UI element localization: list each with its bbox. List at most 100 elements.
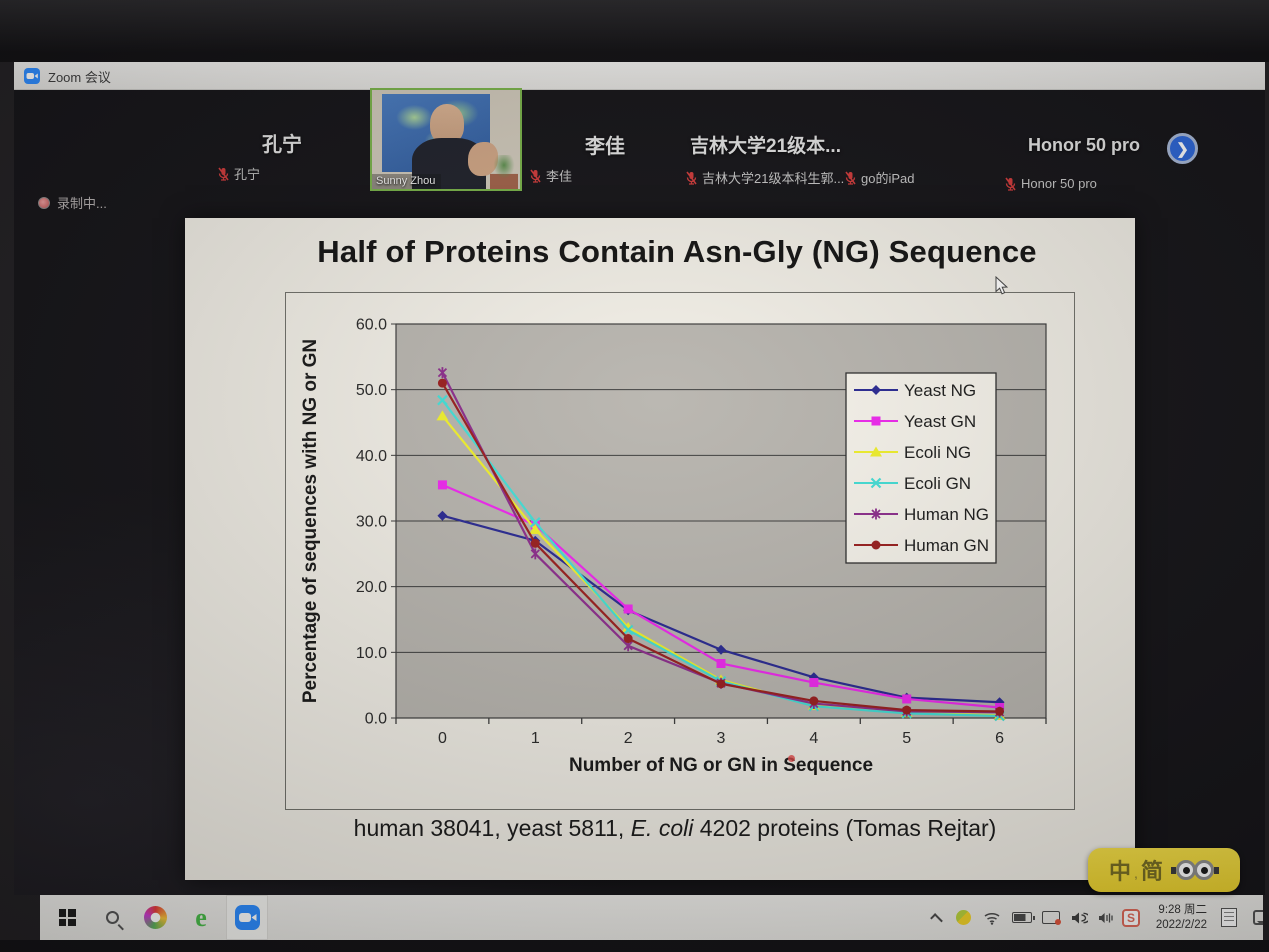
y-axis-title: Percentage of sequences with NG or GN [300, 339, 321, 703]
muted-participant[interactable]: Honor 50 pro [1005, 176, 1097, 191]
laser-pointer-dot [788, 755, 795, 762]
sogou-ime-bar[interactable]: 中 , 简 [1088, 848, 1240, 892]
search-icon [105, 911, 119, 924]
taskbar-search-button[interactable] [95, 895, 129, 940]
x-tick-label: 5 [902, 730, 911, 747]
muted-mic-icon [530, 169, 541, 183]
legend-label: Yeast NG [904, 381, 976, 400]
antivirus-icon [955, 910, 971, 925]
x-tick-label: 2 [624, 730, 633, 747]
muted-participant-label: 孔宁 [234, 167, 261, 182]
window-title: Zoom 会议 [48, 69, 111, 85]
muted-participant[interactable]: 吉林大学21级本科生郭... [686, 168, 844, 187]
chevron-right-icon: ❯ [1176, 140, 1189, 158]
screen-bezel-top [0, 0, 1269, 62]
tray-projector[interactable] [1038, 895, 1064, 940]
muted-participant[interactable]: 孔宁 [218, 164, 260, 183]
volume-mixer-icon [1098, 912, 1113, 923]
muted-participant-label: 吉林大学21级本科生郭... [702, 171, 845, 186]
tray-network[interactable] [980, 895, 1004, 940]
legend-label: Ecoli NG [904, 443, 971, 462]
recording-label: 录制中... [57, 196, 107, 211]
muted-mic-icon [845, 171, 856, 185]
ime-simplified-button[interactable]: 简 [1140, 859, 1163, 884]
screen-bezel-bottom [0, 940, 1269, 952]
zoom-app-icon [24, 68, 40, 84]
plant-decor [490, 155, 518, 189]
notification-icon [1253, 910, 1263, 925]
goggle-strap [1213, 866, 1219, 874]
windows-logo-icon [58, 909, 76, 926]
tray-sogou[interactable]: S [1118, 895, 1144, 940]
tray-antivirus[interactable] [952, 895, 974, 940]
ime-punctuation-label[interactable]: , [1134, 865, 1138, 881]
recording-indicator: 录制中... [38, 193, 107, 212]
slide-title: Half of Proteins Contain Asn-Gly (NG) Se… [317, 234, 1037, 269]
taskbar-zoom-button[interactable] [226, 895, 268, 940]
taskbar-browser-button[interactable] [136, 895, 174, 940]
next-participants-button[interactable]: ❯ [1167, 133, 1198, 164]
muted-mic-icon [1005, 177, 1016, 191]
mouse-cursor [995, 276, 1008, 295]
zoom-meeting-area: 孔宁 李佳 吉林大学21级本... Honor 50 pro Sunny Zho… [14, 88, 1265, 895]
tray-battery[interactable] [1008, 895, 1036, 940]
wifi-icon [984, 912, 1000, 925]
caption-text: human 38041, yeast 5811, [353, 815, 631, 841]
video-tile-active-speaker[interactable]: Sunny Zhou [370, 88, 522, 191]
zoom-window-titlebar[interactable]: Zoom 会议 [14, 62, 1265, 90]
chevron-up-icon [929, 913, 943, 926]
caption-text: 4202 proteins (Tomas Rejtar) [693, 815, 997, 841]
browser-icon [143, 906, 167, 929]
y-tick-label: 60.0 [356, 317, 387, 334]
windows-taskbar: e [40, 895, 1263, 940]
x-tick-label: 1 [531, 730, 540, 747]
muted-participant-label: 李佳 [546, 169, 573, 184]
x-tick-label: 6 [995, 730, 1004, 747]
tray-expand-button[interactable] [925, 895, 947, 940]
minion-goggles-icon[interactable] [1170, 860, 1219, 880]
y-tick-label: 30.0 [356, 514, 387, 531]
protein-ng-chart: 0.0 10.0 20.0 30.0 40.0 50.0 60.0 0 1 2 3 4 5 6 Number… [300, 317, 1047, 776]
x-axis-title: Number of NG or GN in Sequence [569, 755, 873, 776]
y-tick-label: 0.0 [365, 711, 387, 728]
slide-caption: human 38041, yeast 5811, E. coli 4202 pr… [185, 815, 1135, 842]
muted-participant-label: go的iPad [861, 171, 915, 186]
muted-mic-icon [686, 171, 697, 185]
muted-participant[interactable]: go的iPad [845, 168, 914, 187]
sogou-s-icon: S [1122, 908, 1140, 927]
display-icon [1042, 911, 1061, 925]
y-tick-label: 50.0 [356, 382, 387, 399]
legend-label: Yeast GN [904, 412, 976, 431]
goggle-eye [1175, 860, 1196, 880]
participant-name[interactable]: Honor 50 pro [1028, 135, 1141, 155]
chart-frame: 0.0 10.0 20.0 30.0 40.0 50.0 60.0 0 1 2 3 4 5 6 Number… [285, 292, 1075, 810]
start-button[interactable] [50, 895, 84, 940]
clock-time: 9:28 周二 [1158, 903, 1207, 916]
participant-name[interactable]: 李佳 [585, 136, 625, 158]
ime-chinese-mode-button[interactable]: 中 [1109, 859, 1132, 884]
taskbar-ie-button[interactable]: e [182, 895, 220, 940]
x-tick-label: 4 [809, 730, 818, 747]
muted-participant[interactable]: 李佳 [530, 166, 572, 185]
caption-italic-text: E. coli [630, 815, 694, 841]
notes-icon [1221, 908, 1237, 927]
tray-speaker[interactable] [1066, 895, 1092, 940]
speaker-icon [1071, 912, 1088, 923]
tray-volume-mixer[interactable] [1093, 895, 1117, 940]
taskbar-clock[interactable]: 9:28 周二 2022/2/22 [1145, 895, 1207, 940]
internet-explorer-icon: e [195, 902, 207, 932]
clock-date: 2022/2/22 [1155, 918, 1207, 931]
legend-label: Human NG [904, 505, 989, 524]
zoom-icon [234, 905, 260, 930]
goggle-eye [1193, 860, 1214, 880]
battery-icon [1012, 912, 1035, 923]
muted-participant-label: Honor 50 pro [1021, 176, 1097, 191]
participant-name[interactable]: 吉林大学21级本... [690, 136, 841, 157]
tray-notes[interactable] [1216, 895, 1242, 940]
shared-slide: Half of Proteins Contain Asn-Gly (NG) Se… [185, 218, 1135, 880]
goggle-strap [1170, 866, 1176, 874]
legend-label: Ecoli GN [904, 474, 971, 493]
participant-name[interactable]: 孔宁 [262, 134, 302, 156]
action-center-button[interactable] [1250, 895, 1263, 940]
